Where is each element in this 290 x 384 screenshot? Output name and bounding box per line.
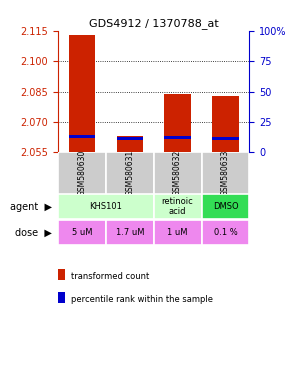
Text: GSM580630: GSM580630 (77, 150, 86, 196)
Text: dose  ▶: dose ▶ (15, 228, 52, 238)
Bar (58, 152, 106, 194)
Bar (154, 220, 202, 245)
Bar (202, 220, 249, 245)
Bar (154, 194, 202, 219)
Text: retinoic
acid: retinoic acid (162, 197, 193, 216)
Text: 1.7 uM: 1.7 uM (115, 228, 144, 237)
Bar (69, 35, 95, 152)
Bar (106, 152, 154, 194)
Text: agent  ▶: agent ▶ (10, 202, 52, 212)
Text: percentile rank within the sample: percentile rank within the sample (71, 295, 213, 304)
Bar (154, 152, 202, 194)
Bar (202, 152, 249, 194)
Bar (117, 136, 143, 152)
Text: 0.1 %: 0.1 % (214, 228, 237, 237)
Title: GDS4912 / 1370788_at: GDS4912 / 1370788_at (89, 18, 219, 30)
Text: KHS101: KHS101 (89, 202, 122, 211)
Text: GSM580633: GSM580633 (221, 150, 230, 196)
Bar (58, 194, 154, 219)
Text: 1 uM: 1 uM (167, 228, 188, 237)
Bar (164, 94, 191, 152)
Bar (212, 96, 239, 152)
Bar (58, 220, 106, 245)
Bar (164, 136, 191, 139)
Text: GSM580631: GSM580631 (125, 150, 134, 196)
Bar (212, 137, 239, 140)
Bar (69, 135, 95, 137)
Bar (106, 220, 154, 245)
Text: GSM580632: GSM580632 (173, 150, 182, 196)
Text: transformed count: transformed count (71, 272, 149, 281)
Bar (202, 194, 249, 219)
Text: 5 uM: 5 uM (72, 228, 92, 237)
Text: DMSO: DMSO (213, 202, 238, 211)
Bar (117, 137, 143, 140)
